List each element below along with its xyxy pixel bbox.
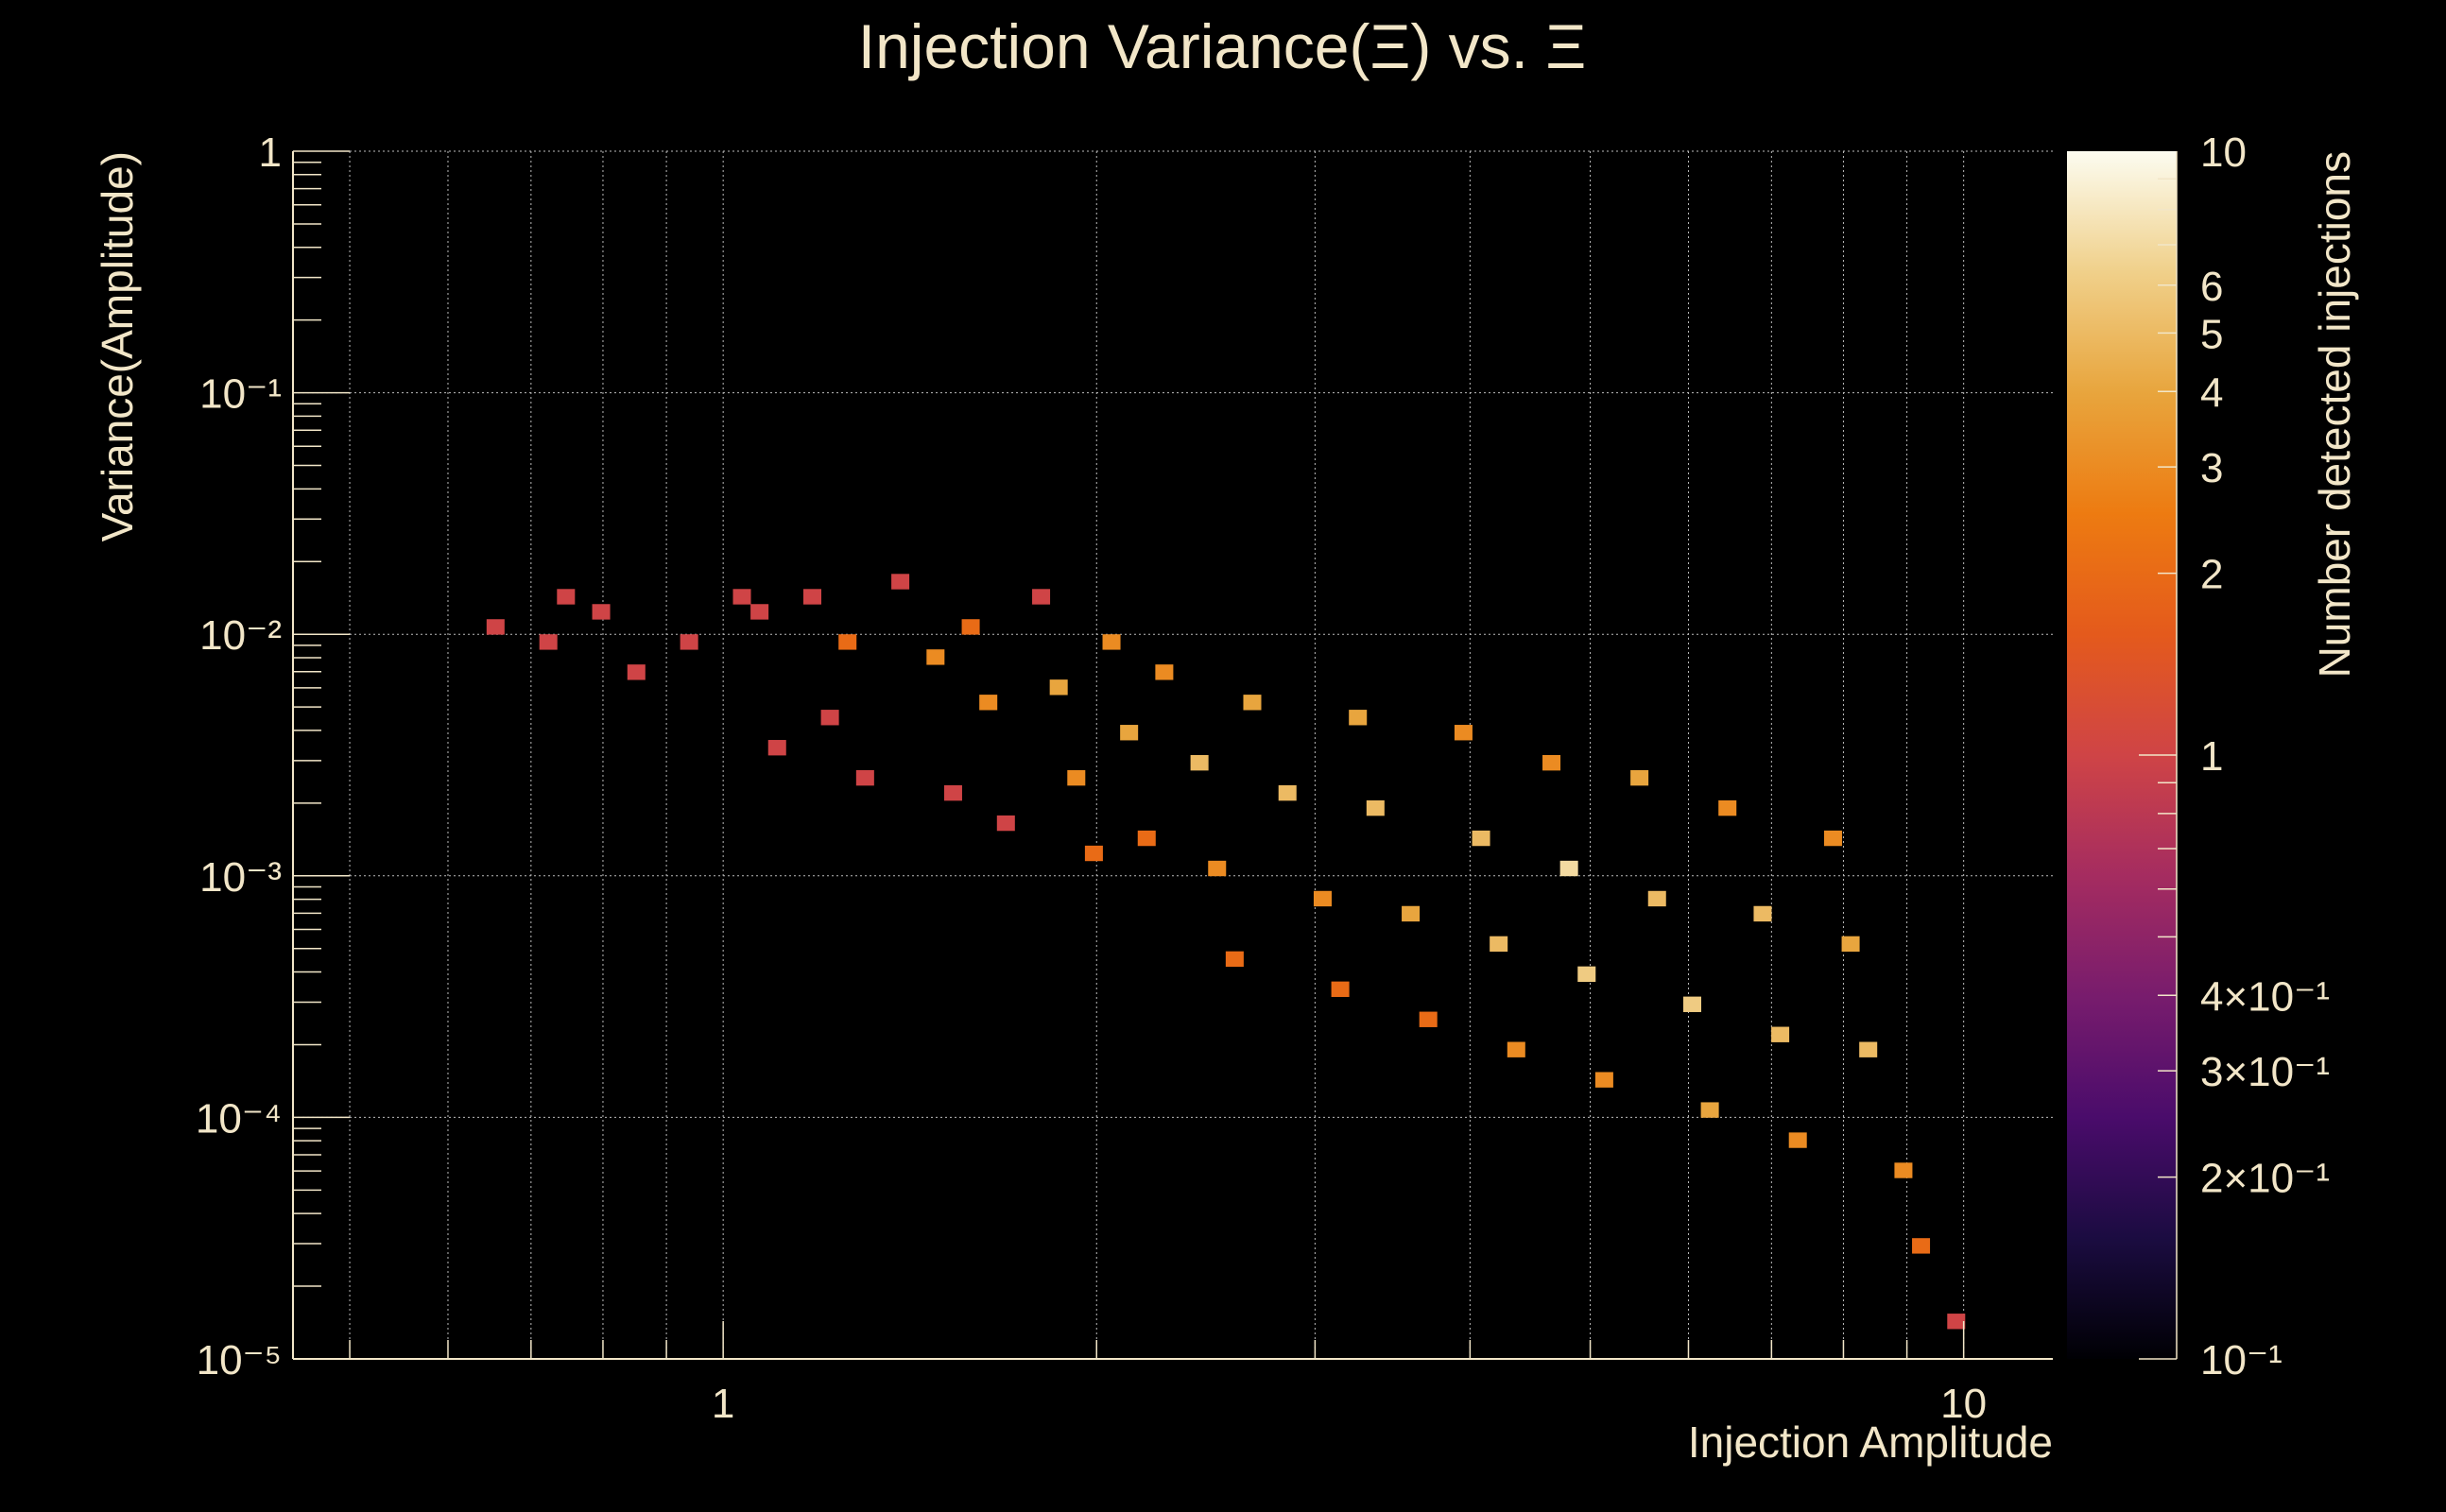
heatmap-bin [627,664,646,680]
heatmap-bin [1225,951,1244,968]
chart-title: Injection Variance(Ξ) vs. Ξ [858,11,1587,81]
x-axis-label: Injection Amplitude [1688,1418,2053,1467]
heatmap-bin [1208,860,1227,877]
x-tick-label: 10 [1940,1381,1987,1427]
heatmap-bin [979,695,998,711]
heatmap-bin [891,574,910,590]
colorbar-label: Number detected injections [2310,151,2359,678]
heatmap-bin [1349,710,1368,726]
heatmap-bin [1243,695,1262,711]
heatmap-bin [1102,634,1121,650]
heatmap-bin [539,634,558,650]
heatmap-bin [486,619,505,635]
colorbar-tick-label: 5 [2200,311,2223,357]
heatmap-bin [1630,769,1649,786]
axes [292,150,2053,1360]
heatmap-bin [1700,1102,1719,1118]
heatmap-bin [926,649,945,665]
heatmap-bin [1594,1072,1613,1088]
heatmap-bin [1577,966,1596,983]
heatmap-bin [855,769,874,786]
heatmap-bin [1841,936,1860,953]
colorbar-tick-label: 4×10⁻¹ [2200,973,2330,1020]
colorbar-tick-label: 10⁻¹ [2200,1337,2282,1383]
heatmap-bin [1542,755,1561,771]
heatmap-bin [1137,830,1156,847]
heatmap-bin [592,604,611,620]
heatmap-bin [1120,725,1139,741]
colorbar-tick-label: 3×10⁻¹ [2200,1049,2330,1095]
x-tick-label: 1 [712,1381,734,1427]
heatmap-bin [750,604,769,620]
heatmap-bin [680,634,698,650]
heatmap-cells [486,574,1966,1330]
heatmap-bin [1647,890,1666,907]
colorbar-tick-label: 6 [2200,264,2223,310]
y-tick-label: 10⁻⁴ [196,1095,282,1142]
heatmap-bin [996,815,1015,832]
heatmap-bin [1507,1041,1525,1057]
heatmap-bin [1454,725,1473,741]
heatmap-bin [1682,996,1701,1012]
heatmap-bin [1190,755,1209,771]
heatmap-bin [1155,664,1174,680]
heatmap-bin [1313,890,1332,907]
heatmap-bin [557,589,576,605]
tick-labels: 1 10 1 10⁻¹ 10⁻² 10⁻³ 10⁻⁴ 10⁻⁵ [196,129,1987,1427]
heatmap-bin [1084,845,1103,862]
heatmap-bin [1049,679,1068,696]
y-tick-label: 10⁻⁵ [197,1337,282,1383]
heatmap-bin [1912,1238,1931,1254]
heatmap-bin [1366,799,1385,816]
colorbar-tick-label: 2×10⁻¹ [2200,1156,2330,1202]
heatmap-bin [1472,830,1490,847]
heatmap-bin [820,710,839,726]
colorbar-ticks: 10 65 4 3 2 1 4×10⁻¹ 3×10⁻¹ 2×10⁻¹ 10⁻¹ [2139,129,2330,1383]
heatmap-bin [1490,936,1508,953]
colorbar-tick-label: 1 [2200,733,2223,780]
heatmap-bin [838,634,857,650]
heatmap-bin [943,784,962,801]
heatmap-bin [1894,1162,1913,1178]
heatmap-bin [1419,1011,1438,1027]
heatmap-bin [732,589,751,605]
heatmap-bin [1559,860,1578,877]
colorbar-tick-label: 10 [2200,129,2247,176]
y-axis-label: Variance(Amplitude) [93,151,142,541]
heatmap-bin [1823,830,1842,847]
y-tick-label: 10⁻¹ [199,371,282,418]
heatmap-bin [1718,799,1737,816]
colorbar-tick-label: 4 [2200,369,2223,416]
y-tick-label: 10⁻² [199,612,282,659]
heatmap-bin [961,619,980,635]
heatmap-bin [802,589,821,605]
y-tick-label: 1 [259,129,282,176]
colorbar-tick-label: 2 [2200,552,2223,598]
heatmap-bin [1771,1026,1790,1042]
heatmap-bin [1278,784,1297,801]
heatmap-bin [767,740,786,756]
heatmap-bin [1032,589,1051,605]
heatmap-bin [1067,769,1086,786]
heatmap-bin [1331,981,1350,997]
heatmap-bin [1753,905,1772,922]
heatmap-bin [1947,1314,1966,1330]
heatmap-bin [1402,905,1421,922]
heatmap-bin [1788,1132,1807,1148]
colorbar-tick-label: 3 [2200,445,2223,491]
heatmap-bin [1859,1041,1878,1057]
y-tick-label: 10⁻³ [199,854,282,901]
